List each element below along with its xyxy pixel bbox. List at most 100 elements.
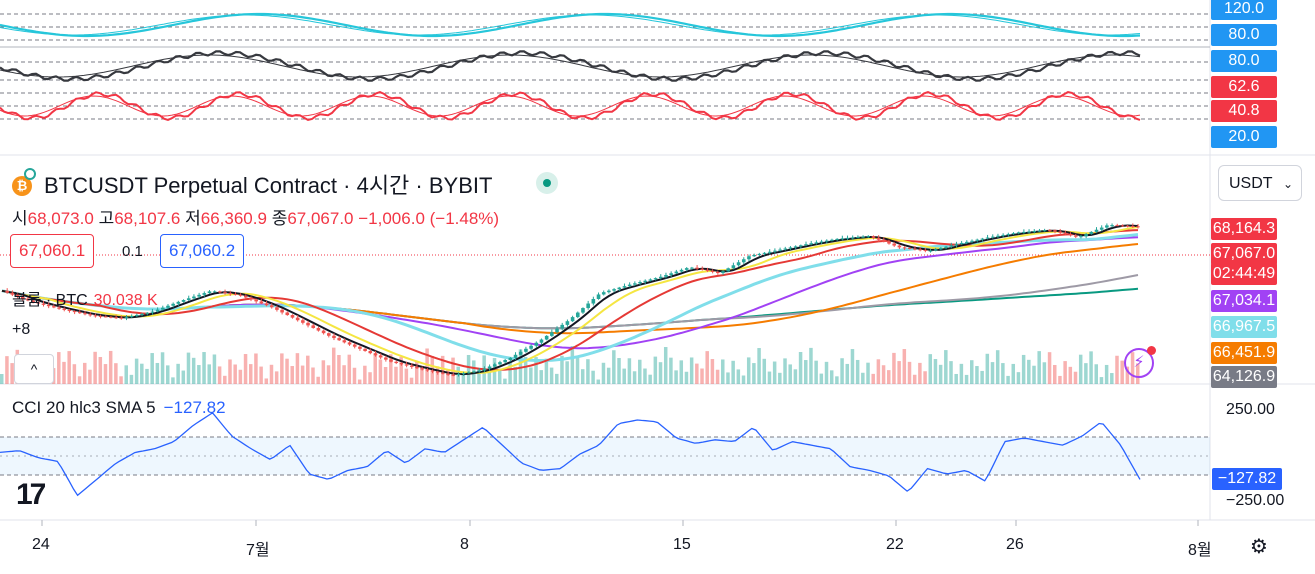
candle-body [705,269,710,271]
volume-bar [746,357,751,384]
candle-body [534,342,539,346]
candle-body [871,236,876,238]
volume-bar [1073,371,1078,384]
candle-body [218,291,222,293]
sell-button[interactable]: 67,060.1 [10,234,95,268]
candle-body [529,345,533,349]
volume-legend[interactable]: 볼륨 · BTC 30.038 K [12,286,158,310]
candle-body [472,371,476,373]
volume-bar [959,363,964,384]
candle-body [114,317,118,319]
candle-body [793,246,798,248]
candle-body [41,303,46,305]
candle-body [301,320,305,323]
collapse-legend-button[interactable]: ^ [14,354,54,384]
volume-bar [658,362,663,384]
volume-bar [778,372,782,384]
gear-icon[interactable]: ⚙ [1250,536,1268,558]
volume-bar [632,371,637,384]
volume-bar [1027,359,1031,384]
volume-bar [819,373,824,384]
candle-body [5,290,9,293]
candle-body [83,313,87,315]
volume-bar [928,354,933,384]
chevron-up-icon: ^ [30,361,38,377]
volume-bar [414,361,419,384]
more-indicators-button[interactable]: +8 [12,321,31,338]
cci-line [0,411,1141,497]
volume-bar [440,355,445,384]
axis-price-tag: 66,451.9 [1211,342,1277,364]
candle-body [446,373,450,375]
candle-body [850,237,855,239]
volume-bar [425,348,429,384]
candle-body [788,247,793,249]
candle-body [358,346,362,349]
change-value: −1,006.0 (−1.48%) [358,209,500,228]
volume-bar [285,358,289,384]
volume-bar [887,370,891,384]
candle-body [119,317,124,319]
candle-body [487,366,492,369]
candle-body [819,241,824,243]
volume-bar [134,358,139,384]
volume-bar [269,364,274,384]
moving-averages [1,224,1139,376]
volume-bar [912,374,917,384]
candle-body [627,284,632,287]
candle-body [669,273,673,276]
candle-body [1016,232,1021,234]
candle-body [783,248,788,250]
candle-body [866,236,871,238]
volume-bar [1047,352,1052,384]
volume-bar [311,367,315,384]
volume-bar [622,368,626,384]
candle-body [1058,231,1062,233]
tradingview-logo[interactable]: 17 [16,478,46,511]
volume-bar [274,371,279,384]
candle-body [679,269,684,272]
volume-bar [337,355,341,384]
cci-legend[interactable]: CCI 20 hlc3 SMA 5 −127.82 [12,398,226,418]
volume-bar [306,355,310,384]
lightning-alert-icon[interactable]: ⚡ [1124,346,1156,378]
volume-bar [970,360,974,384]
candle-body [643,280,648,283]
buy-button[interactable]: 67,060.2 [160,234,245,268]
candle-body [928,250,933,252]
volume-bar [809,347,813,384]
candle-body [1001,234,1005,236]
axis-price-tag: 80.0 [1211,24,1277,46]
volume-bar [321,360,326,384]
volume-bar [420,366,424,384]
candle-body [1094,229,1099,232]
candle-body [275,307,279,310]
candle-body [975,239,979,241]
candle-body [918,249,922,251]
volume-bar [523,357,528,384]
candle-body [202,293,207,295]
candle-body [824,240,829,242]
candle-body [337,338,341,341]
candle-body [482,368,487,371]
currency-select[interactable]: USDT ⌄ [1218,165,1302,201]
volume-bar [534,357,538,384]
candle-body [809,243,814,245]
symbol-title[interactable]: BTCUSDT Perpetual Contract · 4시간 · BYBIT [44,173,493,198]
candle-body [633,283,637,285]
market-status-icon[interactable] [536,172,558,194]
candle-body [840,238,845,240]
volume-bar [233,364,237,384]
candle-body [430,370,435,372]
volume-bar [529,367,533,384]
volume-bar [1011,363,1016,384]
candle-body [1099,227,1104,230]
oscillator-line [0,91,1141,121]
axis-price-tag: 67,034.1 [1211,290,1277,312]
candle-body [223,292,227,294]
candle-body [259,301,264,304]
volume-bar [404,368,409,384]
moving-average-line [1,229,1139,371]
candle-body [1125,225,1130,227]
